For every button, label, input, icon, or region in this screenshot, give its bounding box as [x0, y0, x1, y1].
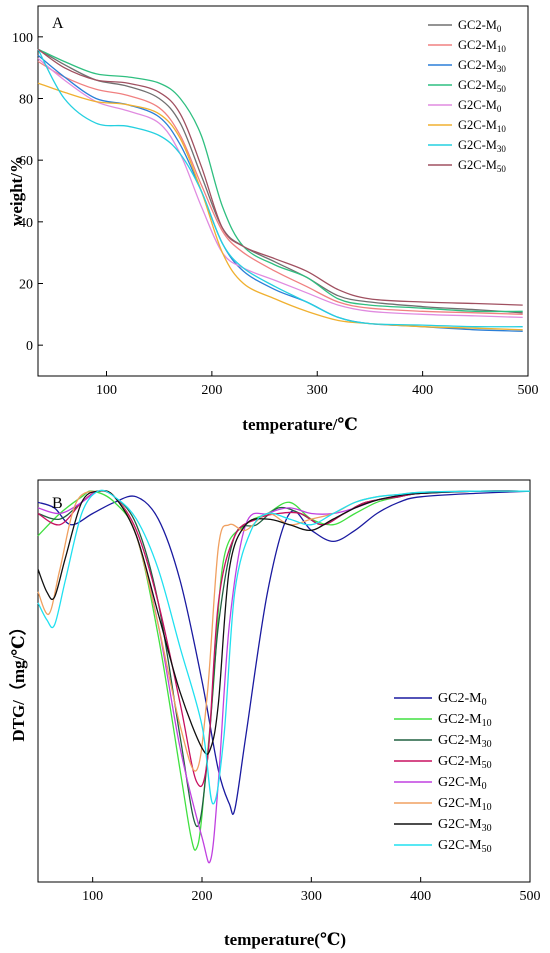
chart-b: 100 200 300 400 500 B GC2-M0GC2-M10GC2-M30GC…	[8, 479, 541, 949]
legend-entry: GC2-M50	[458, 78, 506, 94]
legend-entry: GC2-M30	[438, 733, 492, 750]
legend-entry: GC2-M10	[458, 38, 506, 54]
panel-label: B	[52, 495, 63, 512]
series-line-g2c-m30	[37, 48, 523, 328]
legend-entry: G2C-M50	[458, 158, 506, 174]
x-tick-label: 100	[82, 889, 103, 904]
legend-entry: G2C-M30	[438, 817, 492, 834]
x-tick-label: 400	[412, 383, 433, 398]
x-tick-label: 200	[192, 889, 213, 904]
x-tick-label: 300	[307, 383, 328, 398]
legend-entry: GC2-M30	[458, 58, 506, 74]
series-line-gc2-m10	[37, 60, 523, 315]
plot-frame	[37, 5, 529, 377]
legend-entry: G2C-M50	[438, 838, 492, 855]
legend-entry: G2C-M10	[438, 796, 492, 813]
x-tick-label: 400	[410, 889, 431, 904]
legend-entry: GC2-M10	[438, 712, 492, 729]
y-tick-label: 20	[19, 278, 33, 293]
legend-entry: GC2-M0	[438, 691, 487, 708]
y-tick-label: 0	[26, 339, 33, 354]
legend-entry: G2C-M10	[458, 118, 506, 134]
series-line-g2c-m30	[37, 489, 531, 755]
series-lines	[37, 48, 523, 332]
series-line-g2c-m0	[37, 57, 523, 319]
y-tick-label: 100	[12, 31, 33, 46]
y-axis-label: DTG/（mg/℃）	[8, 618, 28, 741]
legend-entry: G2C-M30	[458, 138, 506, 154]
y-ticks: 0 20 40 60 80 100	[12, 31, 43, 354]
x-axis-label: temperature/℃	[242, 415, 357, 434]
x-ticks: 100 200 300 400 500	[82, 877, 541, 904]
y-axis-label: weight/%	[7, 156, 26, 226]
y-tick-label: 80	[19, 93, 33, 108]
y-tick-label: 60	[19, 154, 33, 169]
series-line-g2c-m50	[37, 48, 523, 306]
legend-entry: GC2-M0	[458, 18, 502, 34]
panel-label: A	[52, 15, 64, 32]
series-line-gc2-m50	[37, 48, 523, 313]
x-tick-label: 300	[301, 889, 322, 904]
legend: GC2-M0 GC2-M10 GC2-M30 GC2-M50 G2C-M0 G2C-M10…	[428, 18, 506, 174]
x-tick-label: 500	[520, 889, 541, 904]
legend: GC2-M0 GC2-M10 GC2-M30 GC2-M50 G2C-M0 G2C-M10…	[394, 691, 492, 855]
series-lines	[37, 489, 531, 864]
legend-entry: G2C-M0	[438, 775, 487, 792]
plot-frame	[37, 479, 531, 883]
y-tick-label: 40	[19, 216, 33, 231]
x-axis-label: temperature(℃)	[224, 930, 346, 949]
series-line-g2c-m10	[37, 82, 523, 331]
series-line-g2c-m10	[37, 489, 531, 772]
x-tick-label: 200	[201, 383, 222, 398]
x-tick-label: 500	[518, 383, 539, 398]
x-ticks: 100 200 300 400 500	[96, 371, 539, 398]
legend-entry: GC2-M50	[438, 754, 492, 771]
series-line-g2c-m50	[37, 489, 531, 805]
legend-entry: G2C-M0	[458, 98, 502, 114]
x-tick-label: 100	[96, 383, 117, 398]
